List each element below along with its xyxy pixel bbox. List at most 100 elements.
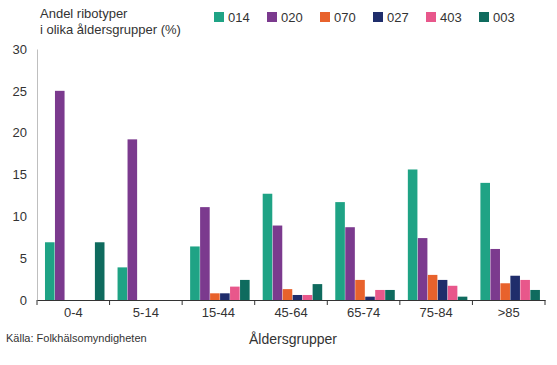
bar (530, 290, 540, 300)
bar (220, 293, 230, 300)
x-tick: >85 (498, 300, 520, 320)
bar (230, 287, 240, 300)
bar (283, 289, 293, 300)
bar (65, 300, 75, 301)
x-tick-label: 0-4 (64, 305, 83, 320)
category-separator (327, 300, 328, 305)
x-axis: 0-4 5-14 15-44 45-64 65-74 75-84 >85 (37, 300, 546, 320)
y-axis-line (37, 50, 38, 301)
category-separator (254, 300, 255, 305)
x-tick: 45-64 (274, 300, 307, 320)
x-tick: 5-14 (133, 300, 159, 320)
x-tick: 75-84 (420, 300, 453, 320)
category-separator (109, 300, 110, 305)
category-separator (545, 300, 546, 305)
legend-item: 020 (267, 10, 303, 25)
bar (438, 280, 448, 300)
legend-item: 403 (426, 10, 462, 25)
bar (148, 300, 158, 301)
bar (55, 91, 65, 300)
legend-swatch (426, 12, 436, 22)
x-tick-label: >85 (498, 305, 520, 320)
bar (45, 242, 55, 300)
y-tick-label: 30 (13, 42, 27, 57)
x-tick-label: 5-14 (133, 305, 159, 320)
legend-label: 014 (228, 10, 250, 25)
legend-item: 003 (479, 10, 515, 25)
x-axis-line (38, 300, 546, 301)
y-tick-label: 5 (20, 251, 27, 266)
legend: 014 020 070 027 403 003 (214, 10, 515, 25)
y-tick: 20 (13, 125, 37, 140)
bar (335, 202, 345, 300)
bar (490, 249, 500, 300)
bar (273, 226, 283, 300)
y-tick: 5 (20, 251, 37, 266)
legend-item: 027 (373, 10, 409, 25)
legend-swatch (214, 12, 224, 22)
y-tick: 10 (13, 209, 37, 224)
x-axis-title: Åldersgrupper (249, 331, 337, 347)
x-tick: 0-4 (64, 300, 83, 320)
chart: 0 5 10 15 20 25 30 0-4 5-14 15-44 45-64 65-74 75-84 >… (0, 0, 557, 365)
bar (345, 227, 355, 300)
x-tick-label: 45-64 (274, 305, 307, 320)
legend-swatch (320, 12, 330, 22)
x-tick-label: 65-74 (347, 305, 380, 320)
y-tick-label: 0 (20, 293, 27, 308)
y-tick: 0 (20, 293, 37, 308)
legend-label: 003 (493, 10, 515, 25)
bar (520, 280, 530, 300)
y-tick: 30 (13, 42, 37, 57)
legend-swatch (373, 12, 383, 22)
x-tick: 65-74 (347, 300, 380, 320)
bar (500, 283, 510, 300)
bar (85, 300, 95, 301)
category-separator (37, 300, 38, 305)
bar (157, 300, 167, 301)
bar (375, 290, 385, 300)
legend-swatch (479, 12, 489, 22)
category-separator (182, 300, 183, 305)
bar (428, 275, 438, 300)
legend-item: 014 (214, 10, 250, 25)
bar (355, 280, 365, 300)
bar (75, 300, 85, 301)
bar (263, 194, 273, 300)
y-tick-label: 15 (13, 167, 27, 182)
bar (293, 295, 303, 300)
bar (210, 293, 220, 300)
bar (385, 290, 395, 300)
category-separator (399, 300, 400, 305)
y-tick-label: 10 (13, 209, 27, 224)
legend-label: 403 (440, 10, 462, 25)
bar (448, 286, 458, 300)
legend-swatch (267, 12, 277, 22)
bar (303, 295, 313, 300)
bar (365, 297, 375, 300)
bars (45, 91, 540, 300)
category-separators (37, 300, 545, 305)
bar (510, 276, 520, 300)
x-tick-label: 75-84 (420, 305, 453, 320)
legend-item: 070 (320, 10, 356, 25)
source: Källa: Folkhälsomyndigheten (6, 332, 147, 344)
bar (240, 280, 250, 300)
legend-label: 020 (281, 10, 303, 25)
y-tick-label: 25 (13, 83, 27, 98)
bar (128, 139, 138, 300)
bar (118, 267, 128, 300)
y-axis: 0 5 10 15 20 25 30 (13, 42, 38, 308)
bar (313, 284, 323, 300)
x-tick-label: 15-44 (202, 305, 235, 320)
y-axis-title: Andel ribotyperi olika åldersgrupper (%) (40, 6, 181, 37)
bar (458, 297, 468, 300)
y-tick: 25 (13, 83, 37, 98)
bar (190, 246, 200, 300)
bar (418, 238, 428, 300)
legend-label: 070 (334, 10, 356, 25)
bar (138, 300, 148, 301)
bar (167, 300, 177, 301)
bar (95, 242, 105, 300)
y-tick: 15 (13, 167, 37, 182)
